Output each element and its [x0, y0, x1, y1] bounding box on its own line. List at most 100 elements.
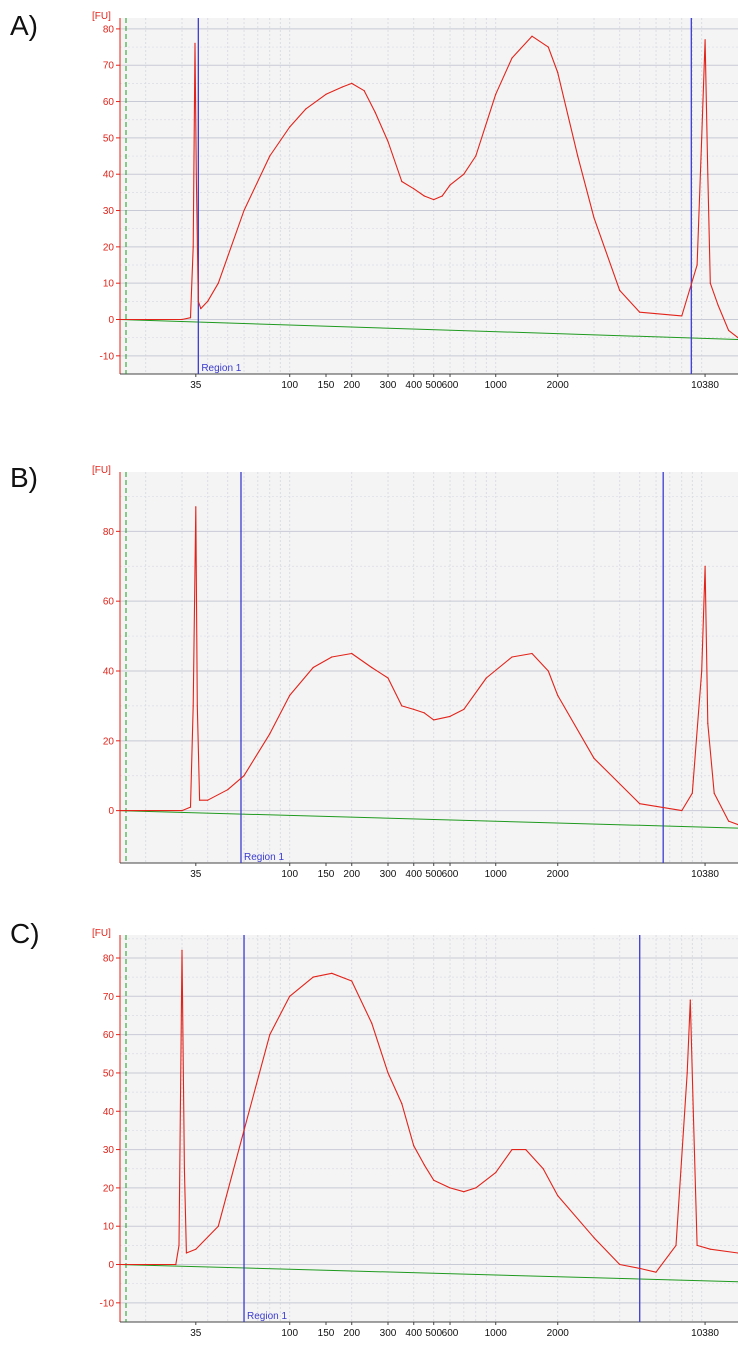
- x-tick-label: 1000: [485, 1328, 508, 1339]
- trace-point: [557, 694, 559, 696]
- y-tick-label: 10: [103, 1222, 115, 1233]
- y-tick-label: 60: [103, 1030, 115, 1041]
- trace-point: [681, 315, 683, 317]
- y-tick-label: 30: [103, 1145, 115, 1156]
- x-tick-label: 300: [380, 1328, 397, 1339]
- trace-point: [707, 722, 709, 724]
- trace-point: [449, 715, 451, 717]
- trace-point: [119, 318, 121, 321]
- trace-point: [401, 180, 403, 183]
- trace-point: [463, 173, 465, 175]
- x-tick-label: 600: [442, 380, 459, 391]
- y-tick-label: 80: [103, 24, 115, 35]
- trace-point: [371, 666, 373, 669]
- trace-point: [704, 39, 706, 41]
- trace-point: [696, 264, 698, 266]
- region-label: Region 1: [244, 852, 284, 863]
- y-tick-label: 40: [103, 666, 115, 677]
- trace-point: [423, 712, 425, 714]
- y-tick-label: 40: [103, 1107, 115, 1118]
- trace-point: [547, 670, 549, 672]
- trace-point: [199, 799, 201, 801]
- x-tick-label: 200: [343, 380, 360, 391]
- y-unit-label: [FU]: [92, 465, 111, 476]
- y-tick-label: -10: [100, 351, 115, 362]
- y-tick-label: 20: [103, 1183, 115, 1194]
- trace-point: [243, 1129, 245, 1131]
- trace-point: [709, 282, 711, 284]
- trace-point: [331, 972, 333, 974]
- electropherogram-b: 0 20 40 60 80 [FU] 35 100 150 200 300 400 500 600 1000…: [90, 462, 738, 887]
- x-tick-label: 150: [318, 869, 335, 880]
- trace-point: [269, 733, 271, 735]
- x-tick-label: 35: [190, 1328, 202, 1339]
- trace-point: [639, 311, 641, 313]
- trace-point: [195, 173, 197, 175]
- chart-svg: -10 0 10 20 30 40 50 60 70 80 [FU] 35 100 150 200 300 40…: [92, 11, 738, 391]
- trace-point: [485, 677, 487, 679]
- trace-point: [423, 1164, 425, 1166]
- y-tick-label: 0: [108, 315, 114, 326]
- trace-point: [341, 86, 343, 88]
- trace-point: [692, 1110, 694, 1112]
- trace-point: [463, 1191, 465, 1193]
- electropherogram-a: -10 0 10 20 30 40 50 60 70 80 [FU] 35 100 150 200 300 40…: [90, 8, 738, 398]
- trace-point: [196, 705, 198, 707]
- trace-point: [511, 57, 513, 59]
- trace-point: [655, 1271, 657, 1273]
- trace-point: [207, 300, 209, 302]
- trace-point: [387, 677, 389, 679]
- trace-point: [269, 1034, 271, 1036]
- trace-point: [387, 140, 389, 143]
- x-tick-label: 300: [380, 869, 397, 880]
- x-tick-label: 600: [442, 869, 459, 880]
- y-tick-label: 50: [103, 133, 115, 144]
- trace-point: [475, 1187, 477, 1189]
- x-tick-label: 200: [343, 869, 360, 880]
- trace-point: [701, 670, 703, 672]
- trace-point: [463, 708, 465, 710]
- baseline: [119, 1264, 738, 1283]
- trace-point: [363, 90, 365, 92]
- baseline: [119, 319, 738, 340]
- y-tick-label: 80: [103, 527, 115, 538]
- plot-area: [120, 935, 738, 1322]
- trace-point: [557, 71, 559, 74]
- trace-point: [701, 137, 703, 139]
- trace-point: [269, 155, 271, 157]
- region-label: Region 1: [247, 1311, 287, 1322]
- x-tick-label: 1000: [485, 380, 508, 391]
- y-tick-label: 60: [103, 97, 115, 108]
- trace-point: [717, 304, 719, 306]
- x-tick-label: 10380: [691, 1328, 719, 1339]
- panel-label-c: C): [10, 918, 40, 949]
- trace-point: [511, 1149, 513, 1151]
- x-tick-label: 600: [442, 1328, 459, 1339]
- trace-point: [207, 799, 209, 801]
- trace-point: [197, 300, 199, 302]
- trace-point: [289, 995, 291, 997]
- y-tick-label: 50: [103, 1068, 115, 1079]
- trace-point: [374, 111, 376, 113]
- x-tick-label: 500: [425, 380, 442, 391]
- trace-point: [145, 810, 147, 812]
- trace-point: [351, 652, 353, 655]
- region-label: Region 1: [201, 363, 241, 374]
- trace-point: [325, 93, 327, 95]
- y-tick-label: 80: [103, 953, 115, 964]
- trace-point: [593, 217, 595, 219]
- x-tick-label: 2000: [547, 869, 570, 880]
- trace-point: [619, 289, 621, 291]
- trace-point: [691, 792, 693, 794]
- trace-point: [681, 810, 683, 812]
- trace-point: [145, 318, 147, 321]
- trace-point: [351, 980, 353, 982]
- trace-point: [189, 806, 192, 808]
- trace-point: [181, 810, 183, 812]
- trace-point: [178, 1244, 180, 1246]
- trace-point: [547, 46, 549, 48]
- trace-point: [542, 1168, 544, 1170]
- trace-point: [413, 708, 415, 710]
- trace-point: [413, 1145, 415, 1147]
- trace-point: [433, 199, 435, 201]
